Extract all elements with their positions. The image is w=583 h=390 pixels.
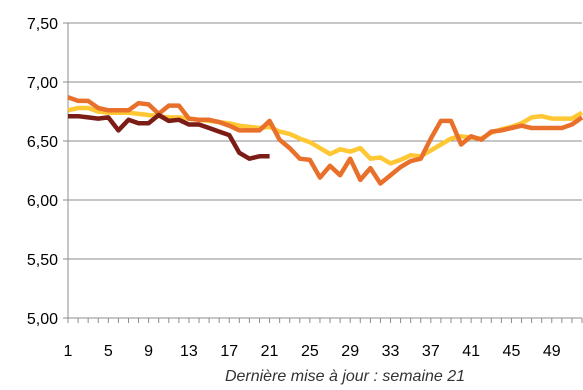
series-lines <box>67 95 583 186</box>
y-tick-label: 7,00 <box>27 75 58 92</box>
series-line-2 <box>67 95 583 186</box>
x-tick-label: 17 <box>220 343 238 360</box>
tick-labels: 5,00 5,50 6,00 6,50 7,00 7,50 1 5 9 13 17 21 25 29 33 3… <box>27 16 561 360</box>
x-tick-label: 33 <box>382 343 400 360</box>
x-tick-label: 25 <box>301 343 319 360</box>
x-tick-label: 1 <box>64 343 73 360</box>
y-tick-label: 6,50 <box>27 134 58 151</box>
y-tick-label: 5,00 <box>27 311 58 328</box>
series-line-3 <box>68 112 270 161</box>
y-tick-label: 6,00 <box>27 193 58 210</box>
x-tick-label: 45 <box>503 343 521 360</box>
x-tick-label: 21 <box>261 343 279 360</box>
series-line-1 <box>67 105 583 166</box>
update-note: Dernière mise à jour : semaine 21 <box>225 368 465 385</box>
x-tick-label: 9 <box>144 343 153 360</box>
x-tick-label: 37 <box>422 343 440 360</box>
x-tick-label: 49 <box>543 343 561 360</box>
y-tick-label: 5,50 <box>27 252 58 269</box>
x-tick-label: 5 <box>104 343 113 360</box>
x-tick-label: 13 <box>180 343 198 360</box>
x-tick-label: 29 <box>341 343 359 360</box>
x-tick-label: 41 <box>462 343 480 360</box>
y-tick-label: 7,50 <box>27 16 58 33</box>
axes <box>63 22 583 323</box>
gridlines <box>68 22 582 260</box>
